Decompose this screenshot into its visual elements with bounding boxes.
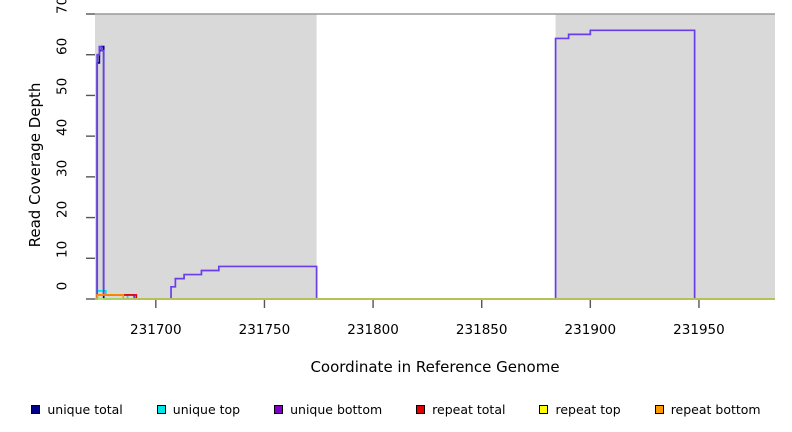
- legend-item[interactable]: repeat total: [416, 402, 505, 417]
- legend-swatch-icon: [654, 404, 664, 414]
- y-tick-label: 10: [54, 241, 71, 259]
- legend-swatch-icon: [539, 404, 549, 414]
- y-tick-label: 70: [54, 0, 71, 14]
- x-tick-label: 231850: [455, 322, 508, 338]
- y-tick-label: 40: [54, 118, 71, 137]
- x-axis-title: Coordinate in Reference Genome: [310, 358, 560, 376]
- legend-swatch-icon: [274, 404, 284, 414]
- legend-label: unique bottom: [290, 401, 383, 417]
- chart-legend: unique total unique top unique bottom repea…: [0, 398, 792, 420]
- legend-swatch-icon: [416, 404, 426, 414]
- legend-label: repeat total: [432, 401, 506, 417]
- x-tick-label: 231750: [238, 322, 291, 338]
- x-tick-label: 231800: [347, 322, 399, 338]
- x-tick-label: 231950: [673, 322, 725, 338]
- y-tick-label: 50: [54, 78, 71, 96]
- legend-item[interactable]: unique bottom: [274, 402, 382, 417]
- legend-swatch-icon: [31, 404, 41, 414]
- legend-label: repeat bottom: [670, 401, 761, 417]
- legend-swatch-icon: [156, 404, 166, 414]
- x-tick-label: 231900: [564, 322, 617, 338]
- legend-item[interactable]: repeat top: [539, 401, 621, 417]
- legend-label: repeat top: [555, 401, 621, 417]
- y-tick-label: 60: [54, 37, 71, 55]
- y-tick-label: 0: [54, 281, 71, 291]
- legend-item[interactable]: unique top: [156, 401, 241, 417]
- repeat-region-left: [95, 14, 317, 299]
- y-tick-label: 20: [54, 200, 71, 218]
- legend-label: unique top: [172, 401, 241, 417]
- repeat-region-right: [555, 14, 775, 299]
- legend-label: unique total: [47, 401, 123, 417]
- y-tick-label: 30: [54, 159, 71, 177]
- x-tick-label: 231700: [130, 322, 182, 338]
- series-unique-bottom: [95, 29, 775, 300]
- legend-item[interactable]: unique total: [31, 401, 123, 417]
- legend-item[interactable]: repeat bottom: [654, 401, 761, 417]
